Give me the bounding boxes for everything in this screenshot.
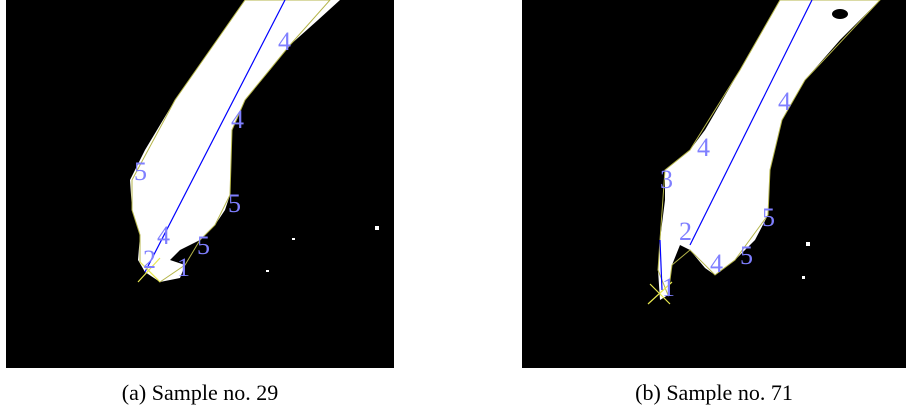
point-label: 2	[143, 245, 156, 274]
point-label: 4	[778, 87, 791, 116]
caption: (a) Sample no. 29	[122, 380, 278, 405]
point-label: 4	[697, 133, 710, 162]
point-label: 1	[177, 253, 190, 282]
figure: 4 4 5 5 4 5 2 1 4 4 3 5 2 5 4 1 (a) Samp…	[0, 0, 906, 412]
point-label: 5	[228, 189, 241, 218]
noise	[292, 238, 295, 240]
point-label: 5	[740, 241, 753, 270]
point-label: 4	[157, 221, 170, 250]
point-label: 3	[660, 165, 673, 194]
noise	[375, 226, 379, 230]
point-label: 5	[762, 203, 775, 232]
point-label: 4	[231, 105, 244, 134]
point-label: 1	[662, 273, 675, 302]
caption: (b) Sample no. 71	[635, 380, 793, 405]
point-label: 2	[679, 217, 692, 246]
hole	[832, 9, 848, 19]
noise	[266, 270, 269, 272]
noise	[806, 242, 810, 246]
panel-b: 4 4 3 5 2 5 4 1	[522, 0, 906, 368]
point-label: 4	[278, 27, 291, 56]
point-label: 5	[197, 231, 210, 260]
point-label: 5	[134, 157, 147, 186]
point-label: 4	[710, 249, 723, 278]
noise	[802, 276, 805, 279]
panel-a: 4 4 5 5 4 5 2 1	[6, 0, 394, 368]
